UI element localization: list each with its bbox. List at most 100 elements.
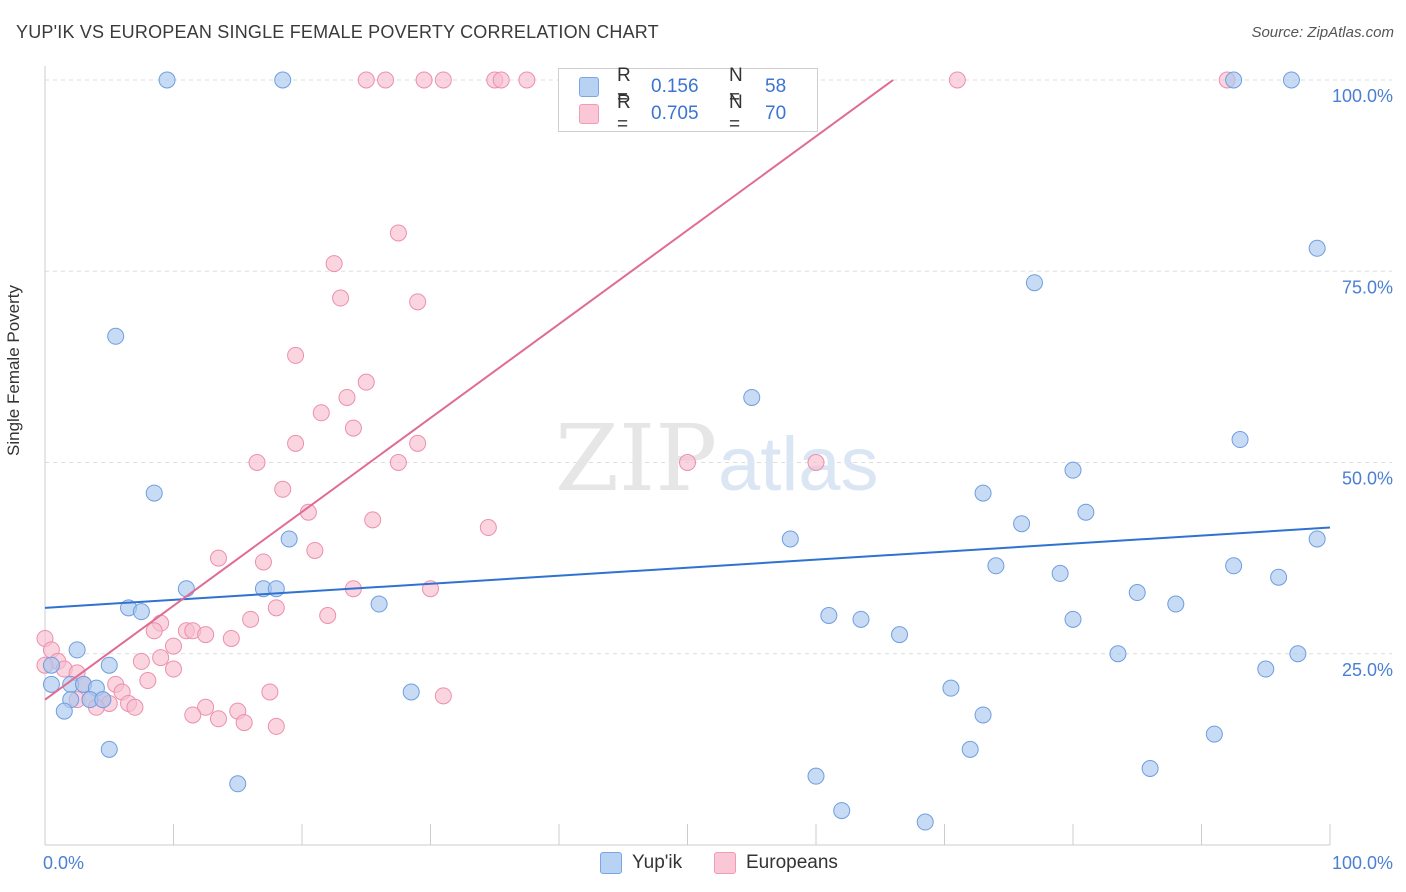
yupik-point (280, 530, 298, 548)
yupik-point (229, 775, 247, 793)
europeans-point (184, 706, 202, 724)
yupik-points (42, 71, 1326, 831)
europeans-point (434, 687, 452, 705)
yupik-point (820, 607, 838, 624)
europeans-point (389, 224, 407, 242)
europeans-point (197, 698, 215, 716)
europeans-point (145, 622, 163, 640)
legend-n-label: N = (729, 92, 743, 135)
yupik-point (1308, 530, 1326, 548)
europeans-point (165, 660, 182, 678)
bottom-legend-yupik: Yup'ik (600, 852, 682, 874)
yupik-point (1109, 645, 1127, 663)
europeans-point (518, 71, 536, 89)
yupik-point (1205, 725, 1223, 743)
europeans-point (306, 541, 324, 559)
europeans-point (332, 289, 350, 307)
europeans-points (36, 71, 1236, 735)
yupik-point (942, 679, 960, 697)
y-axis-label: Single Female Poverty (4, 284, 23, 456)
europeans-point (165, 637, 182, 655)
europeans-point (409, 434, 427, 452)
tick-labels: 25.0% 50.0% 75.0% 100.0% 0.0% 100.0% (43, 86, 1393, 873)
europeans-point (267, 717, 285, 735)
watermark: ZIP atlas (555, 405, 879, 512)
yupik-point (974, 706, 992, 724)
bottom-legend-europeans: Europeans (714, 852, 838, 874)
correlation-legend: R = 0.156 N = 58 R = 0.705 N = 70 (558, 65, 818, 135)
europeans-point (139, 672, 157, 690)
europeans-point (319, 607, 337, 624)
y-tick-label: 100.0% (1332, 86, 1393, 106)
yupik-point (987, 557, 1005, 575)
europeans-point (344, 419, 362, 437)
yupik-point (132, 603, 150, 621)
yupik-point (94, 691, 112, 709)
yupik-point (1225, 71, 1243, 89)
bottom-legend-label-yupik: Yup'ik (632, 852, 683, 873)
legend-n-value: 70 (765, 103, 787, 124)
legend-n-label: N = (729, 65, 743, 108)
yupik-point (100, 740, 118, 758)
europeans-point (807, 454, 825, 471)
yupik-point (158, 71, 176, 89)
europeans-point (152, 649, 170, 667)
europeans-point (415, 71, 433, 89)
legend-r-label: R = (617, 92, 631, 135)
yupik-point (402, 683, 420, 701)
bottom-legend-swatch-yupik (600, 852, 622, 874)
source-label: Source: ZipAtlas.com (1251, 24, 1394, 41)
europeans-point (679, 454, 696, 471)
europeans-point (325, 255, 343, 273)
yupik-point (743, 388, 761, 406)
yupik-point (852, 610, 870, 628)
yupik-point (274, 71, 292, 89)
yupik-point (100, 656, 118, 674)
x-tick-label: 100.0% (1332, 853, 1393, 873)
europeans-point (267, 599, 285, 617)
yupik-point (1013, 515, 1031, 533)
yupik-point (1257, 660, 1275, 678)
europeans-point (287, 346, 305, 364)
x-tick-label: 0.0% (43, 853, 84, 873)
yupik-point (370, 595, 388, 613)
legend-swatch-yupik (579, 77, 599, 97)
europeans-point (274, 480, 292, 498)
trend-lines (44, 79, 1331, 701)
yupik-point (781, 530, 799, 548)
europeans-point (209, 710, 227, 728)
yupik-point (916, 813, 934, 831)
yupik-point (807, 767, 825, 785)
axes (44, 66, 1331, 846)
europeans-point (357, 71, 375, 89)
yupik-point (891, 626, 909, 644)
europeans-point (434, 71, 452, 89)
europeans-point (235, 714, 253, 732)
grid-lines (45, 79, 1392, 655)
y-tick-label: 75.0% (1342, 277, 1393, 297)
europeans-point (364, 511, 382, 529)
y-tick-label: 50.0% (1342, 469, 1393, 489)
legend-r-label: R = (617, 65, 631, 108)
europeans-point (312, 404, 330, 422)
watermark-atlas: atlas (718, 422, 879, 507)
europeans-point (492, 71, 510, 89)
yupik-point (42, 656, 60, 674)
yupik-point (1308, 239, 1326, 257)
yupik-point (1225, 557, 1243, 575)
yupik-point (1064, 461, 1082, 479)
yupik-point (55, 702, 73, 720)
yupik-point (833, 802, 851, 820)
europeans-point (261, 683, 279, 701)
yupik-point (1025, 274, 1043, 292)
europeans-point (132, 652, 150, 670)
yupik-point (1270, 568, 1288, 586)
europeans-point (357, 373, 375, 391)
legend-n-value: 58 (765, 76, 787, 97)
yupik-point (107, 327, 125, 345)
yupik-point (145, 484, 163, 502)
europeans-point (948, 71, 966, 89)
europeans-point (409, 293, 427, 311)
europeans-point (254, 553, 272, 571)
